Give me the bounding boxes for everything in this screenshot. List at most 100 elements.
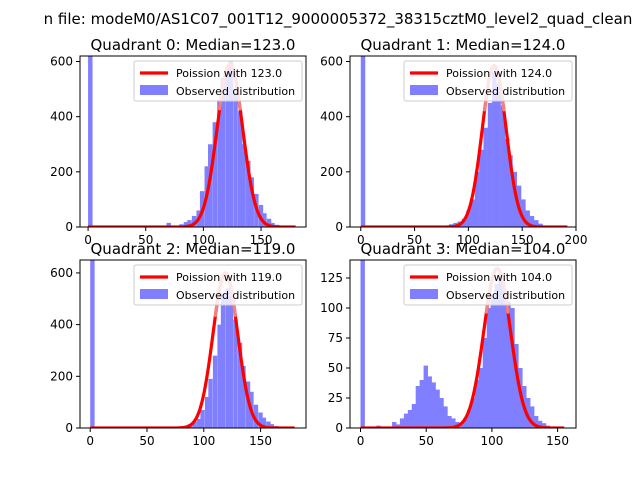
histogram-bar: [461, 218, 467, 227]
x-tick-label: 0: [357, 233, 365, 247]
histogram-bar: [529, 215, 535, 227]
histogram-bar: [500, 105, 506, 227]
x-tick-label: 150: [546, 434, 569, 448]
histogram-bar: [439, 398, 444, 428]
histogram-bar: [395, 424, 401, 428]
axes-frame: [349, 55, 577, 228]
figure-title: n file: modeM0/AS1C07_001T12_9000005372_…: [44, 10, 633, 29]
histogram-bar: [486, 308, 492, 428]
histogram-bar: [490, 296, 495, 428]
histogram-bar: [191, 215, 197, 227]
histogram-bar: [494, 284, 499, 428]
histogram-bar: [204, 396, 210, 428]
histogram-bar: [435, 389, 440, 428]
legend-hist-swatch: [140, 289, 168, 299]
y-tick-label: 600: [50, 55, 73, 69]
y-tick-label: 0: [335, 220, 343, 234]
histogram-bar: [262, 213, 267, 227]
histogram-bar: [90, 260, 95, 428]
y-tick-label: 0: [65, 421, 73, 435]
histogram-bar: [470, 398, 476, 428]
histogram-bar: [487, 102, 493, 227]
y-tick-label: 400: [50, 318, 73, 332]
legend-line-label: Poission with 123.0: [176, 67, 282, 80]
poisson-curve: [360, 64, 569, 227]
legend: Poission with 119.0 Observed distribution: [133, 264, 303, 306]
histogram-bar: [192, 421, 197, 428]
histogram-bar: [212, 122, 218, 227]
y-tick-label: 100: [320, 301, 343, 315]
x-tick-label: 100: [457, 233, 480, 247]
legend-hist-swatch: [410, 85, 438, 95]
histogram-bar: [237, 111, 243, 227]
histogram-bar: [415, 386, 421, 428]
histogram-bar: [521, 199, 526, 227]
y-tick-label: 125: [320, 271, 343, 285]
x-tick-label: 100: [192, 233, 215, 247]
axes-frame: [349, 259, 577, 429]
histogram-bar: [534, 220, 539, 227]
histogram-bar: [217, 324, 222, 428]
histogram-bar: [411, 404, 417, 428]
subplot-quadrant-0: 0 50 100 150 0 200 400 600 Poission with 123.0 Ob…: [50, 36, 307, 247]
legend-frame: [403, 60, 573, 102]
histogram-bar: [478, 368, 484, 428]
histogram-bar: [504, 138, 510, 227]
histogram-bar: [419, 380, 425, 428]
legend-hist-swatch: [140, 85, 168, 95]
histogram-bar: [470, 199, 476, 227]
histogram-bar: [525, 210, 530, 227]
histogram-bar: [212, 355, 218, 428]
histogram-bar: [463, 418, 468, 428]
histogram-bar: [443, 406, 448, 428]
histogram-bar: [514, 344, 519, 428]
histogram-bar: [225, 67, 230, 227]
legend-hist-label: Observed distribution: [176, 289, 295, 302]
plot-area: [360, 56, 569, 227]
legend-frame: [403, 264, 573, 306]
histogram-bar: [474, 380, 480, 428]
histogram-bar: [502, 290, 507, 428]
poisson-curve: [359, 266, 565, 428]
subplot-title: Quadrant 1: Median=124.0: [361, 36, 566, 54]
legend-hist-label: Observed distribution: [446, 289, 565, 302]
legend-line-label: Poission with 119.0: [176, 271, 282, 284]
legend: Poission with 104.0 Observed distribution: [403, 264, 573, 306]
histogram-bar: [498, 278, 503, 428]
subplot-quadrant-3: 0 50 100 150 0 25 50 75 100 125 Poission with 104.…: [320, 240, 577, 448]
histogram-bar: [241, 144, 246, 227]
histogram-bar: [196, 418, 202, 428]
histogram-bar: [427, 376, 432, 428]
histogram-bar: [392, 422, 397, 428]
x-tick-label: 50: [407, 233, 422, 247]
histogram-bar: [466, 410, 472, 428]
x-tick-label: 0: [84, 233, 92, 247]
histogram-bar: [217, 100, 222, 227]
histogram-bar: [266, 218, 272, 227]
histogram-bar: [474, 171, 480, 227]
histogram-bar: [228, 61, 234, 227]
subplot-quadrant-2: 0 50 100 150 0 200 400 600 Poission with 119.0 Ob…: [50, 240, 307, 448]
histogram-bar: [220, 293, 226, 428]
histogram-bar: [459, 424, 464, 428]
histogram-bar: [508, 155, 513, 227]
legend-hist-label: Observed distribution: [446, 85, 565, 98]
y-tick-label: 0: [65, 220, 73, 234]
histogram-bar: [510, 308, 515, 428]
histogram-bar: [220, 78, 226, 227]
histogram-bar: [225, 288, 230, 428]
histogram-bar: [88, 56, 93, 227]
y-tick-label: 50: [328, 361, 343, 375]
histogram-bar: [360, 56, 366, 227]
histogram-bar: [541, 423, 547, 428]
y-tick-label: 600: [50, 266, 73, 280]
subplot-quadrant-1: 0 50 100 150 200 0 200 400 600 Poission with 124.…: [320, 36, 587, 247]
axes-frame: [79, 259, 307, 429]
histogram-bar: [483, 127, 488, 227]
y-tick-label: 0: [335, 421, 343, 435]
poisson-curve: [87, 62, 297, 227]
y-tick-label: 400: [320, 110, 343, 124]
legend-hist-label: Observed distribution: [176, 85, 295, 98]
axes-frame: [79, 55, 307, 228]
histogram-bar: [447, 416, 452, 428]
